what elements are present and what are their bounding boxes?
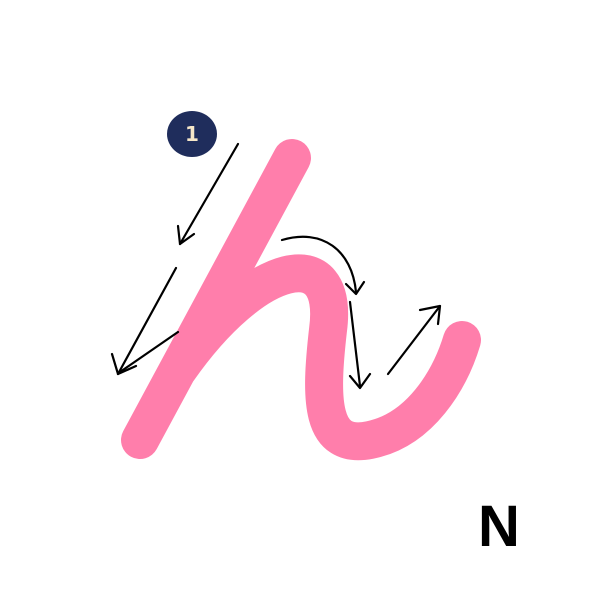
down-left-arrow-icon xyxy=(176,142,240,246)
step-number: 1 xyxy=(185,122,199,146)
curved-arrow-icon xyxy=(280,235,366,296)
step-number-badge: 1 xyxy=(167,111,217,157)
up-right-arrow-icon xyxy=(386,304,442,376)
letter-label: N xyxy=(478,494,520,559)
down-left-arrow-icon xyxy=(110,266,180,376)
down-arrow-icon xyxy=(348,300,372,390)
cursive-letter-stroke xyxy=(121,139,481,461)
